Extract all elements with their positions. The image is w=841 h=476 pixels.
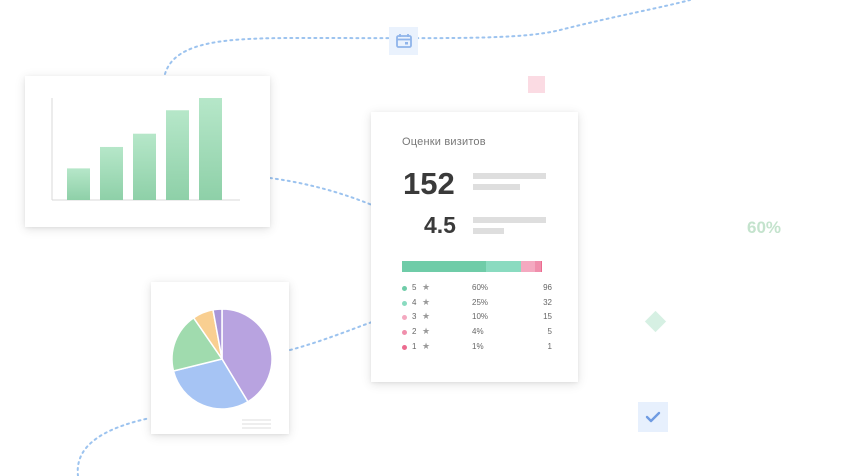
rating-segment bbox=[540, 261, 542, 272]
star-icon: ★ bbox=[422, 311, 431, 321]
calendar-icon bbox=[396, 34, 412, 48]
bar bbox=[166, 110, 189, 200]
bar bbox=[133, 133, 156, 200]
rating-segment bbox=[486, 261, 521, 272]
star-icon: ★ bbox=[422, 282, 431, 292]
rating-row: 1 ★ 1% 1 bbox=[402, 341, 552, 354]
rating-count: 1 bbox=[547, 342, 552, 351]
rating-percent: 4% bbox=[472, 327, 484, 336]
rating-segment bbox=[402, 261, 486, 272]
rating-percent: 25% bbox=[472, 298, 489, 307]
rating-row: 4 ★ 25% 32 bbox=[402, 297, 552, 310]
star-icon: ★ bbox=[422, 326, 431, 336]
rating-dot bbox=[402, 286, 407, 291]
placeholder-line bbox=[473, 217, 546, 223]
bar bbox=[199, 98, 222, 200]
star-icon: ★ bbox=[422, 341, 431, 351]
rating-stars: 2 bbox=[412, 327, 417, 336]
rating-row: 3 ★ 10% 15 bbox=[402, 311, 552, 324]
rating-dot bbox=[402, 345, 407, 350]
pink-square-decor bbox=[528, 76, 545, 93]
rating-dot bbox=[402, 330, 407, 335]
visits-count: 152 bbox=[403, 166, 455, 201]
rating-segment bbox=[535, 261, 541, 272]
check-icon bbox=[645, 411, 661, 423]
rating-count: 15 bbox=[543, 312, 552, 321]
percent-decor-label: 60% bbox=[747, 218, 782, 237]
rating-stars: 3 bbox=[412, 312, 417, 321]
check-badge bbox=[638, 402, 668, 432]
pie-slice bbox=[172, 358, 249, 410]
star-icon: ★ bbox=[422, 297, 431, 307]
placeholder-line bbox=[473, 184, 520, 190]
rating-stars: 5 bbox=[412, 283, 417, 292]
average-score: 4.5 bbox=[424, 212, 456, 238]
calendar-badge bbox=[389, 27, 418, 55]
rating-stars: 4 bbox=[412, 298, 417, 307]
pie-chart bbox=[171, 308, 273, 429]
rating-distribution-bar bbox=[402, 261, 542, 272]
visit-ratings-card: Оценки визитов 152 4.5 5 ★ 60% 96 4 ★ 25… bbox=[371, 112, 578, 382]
bar-chart bbox=[51, 98, 240, 201]
dotted-path-lower bbox=[289, 321, 373, 351]
rating-count: 32 bbox=[543, 298, 552, 307]
bar bbox=[100, 146, 123, 200]
rating-stars: 1 bbox=[412, 342, 417, 351]
rating-row: 2 ★ 4% 5 bbox=[402, 326, 552, 339]
bar bbox=[67, 168, 90, 200]
pie-slice bbox=[171, 316, 224, 372]
rating-percent: 10% bbox=[472, 312, 489, 321]
dotted-path-top bbox=[164, 0, 691, 75]
rating-row: 5 ★ 60% 96 bbox=[402, 282, 552, 295]
dotted-path-bottom bbox=[76, 417, 151, 476]
rating-percent: 1% bbox=[472, 342, 484, 351]
placeholder-line bbox=[473, 228, 504, 234]
dotted-path-middle bbox=[269, 177, 373, 206]
pie-chart-card bbox=[151, 282, 289, 434]
rating-segment bbox=[521, 261, 535, 272]
card-title: Оценки визитов bbox=[402, 136, 486, 148]
rating-count: 5 bbox=[547, 327, 552, 336]
placeholder-line bbox=[473, 173, 546, 179]
pie-slice bbox=[212, 308, 223, 360]
rating-count: 96 bbox=[543, 283, 552, 292]
bar-chart-card bbox=[25, 76, 270, 227]
rating-percent: 60% bbox=[472, 283, 489, 292]
rating-dot bbox=[402, 301, 407, 306]
rating-dot bbox=[402, 315, 407, 320]
